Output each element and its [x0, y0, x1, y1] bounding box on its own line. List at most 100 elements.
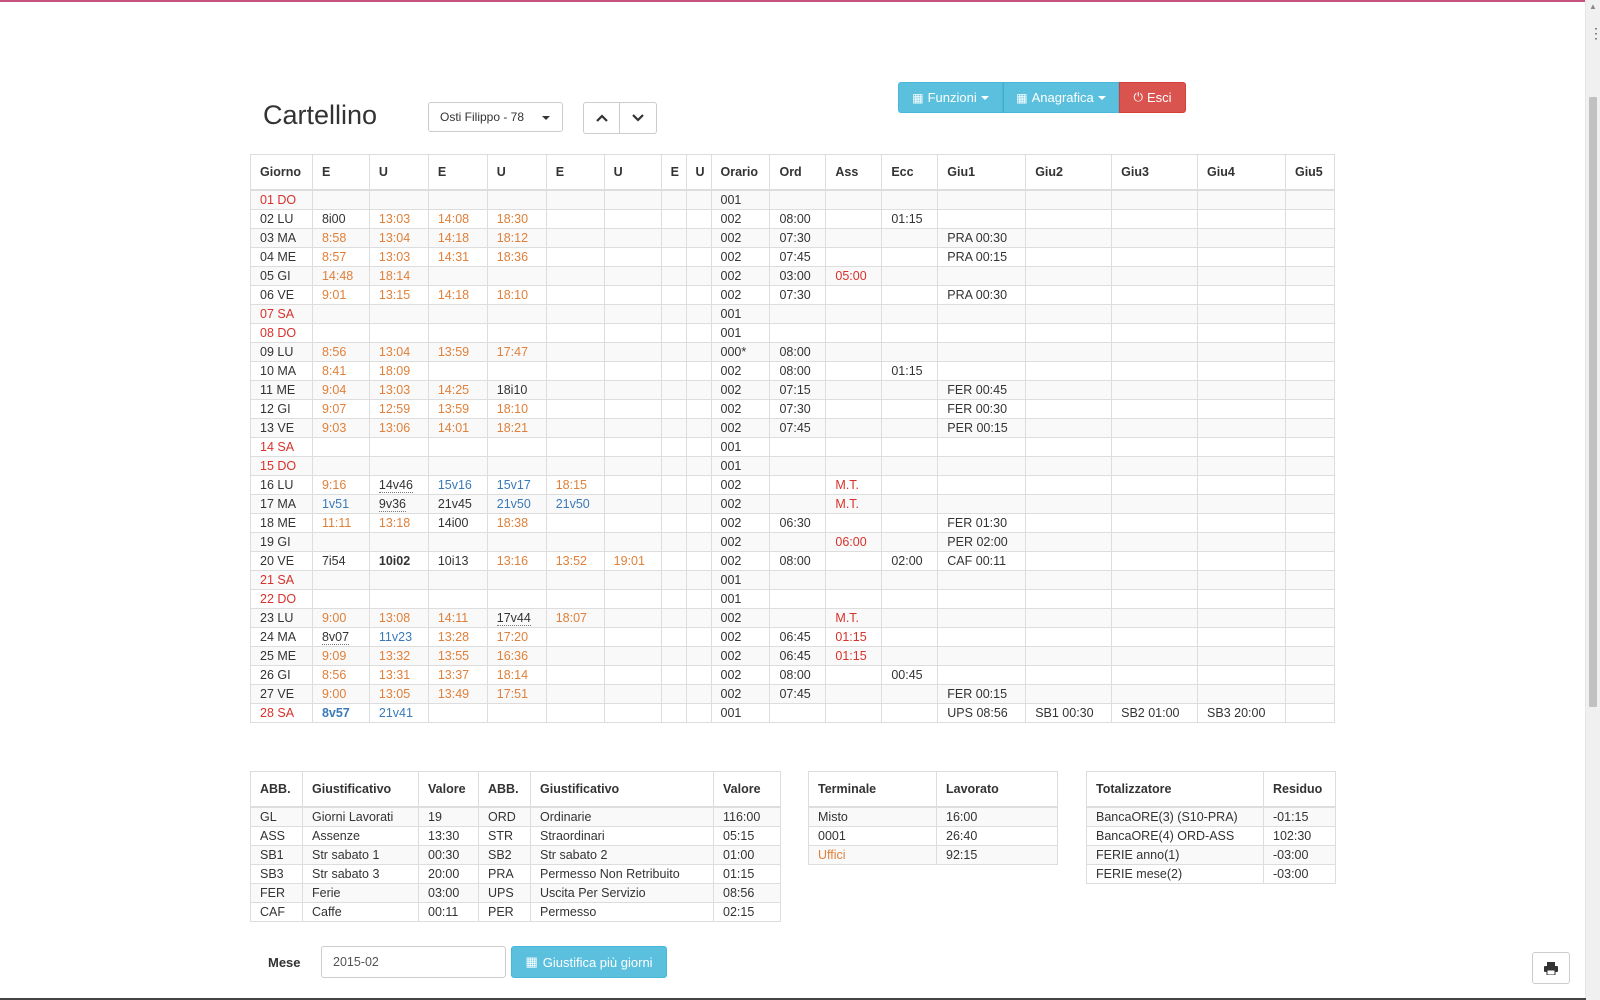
column-header: Giorno	[250, 154, 313, 191]
cell-text: 13:59	[437, 402, 470, 416]
table-cell: 01:15	[881, 361, 939, 381]
cell-text: 11v23	[378, 630, 413, 644]
cell-text: 03:00	[428, 886, 460, 900]
table-cell: 01:15	[881, 209, 939, 229]
cell-text: 13 VE	[260, 421, 295, 435]
table-cell	[368, 437, 429, 457]
table-cell	[545, 380, 605, 400]
table-cell	[881, 437, 939, 457]
column-header: E	[311, 154, 370, 191]
cell-text: 13:49	[437, 687, 470, 701]
table-cell: 9:00	[311, 608, 370, 628]
print-button[interactable]	[1532, 952, 1570, 984]
table-cell: 13:59	[427, 399, 488, 419]
table-cell: 23 LU	[250, 608, 313, 628]
terminal-header-row: Terminale Lavorato	[808, 771, 1058, 808]
cell-text: 01:00	[723, 848, 755, 862]
cell-text: 0001	[818, 829, 846, 843]
cell-text: 10i13	[437, 554, 469, 568]
employee-select[interactable]: Osti Filippo - 78	[428, 102, 563, 132]
funzioni-button[interactable]: ▦ Funzioni	[898, 82, 1003, 113]
cell-text: 9:00	[321, 611, 347, 625]
table-cell: 14:08	[427, 209, 488, 229]
table-cell: 11:11	[311, 513, 370, 533]
table-cell	[1111, 209, 1199, 229]
table-cell	[769, 494, 827, 514]
table-cell	[1197, 361, 1286, 381]
table-cell	[685, 608, 712, 628]
table-cell	[1197, 380, 1286, 400]
cell-text: 8:56	[321, 668, 347, 682]
cell-text: PRA	[488, 867, 514, 881]
timecard-row: 25 ME 9:09 13:32 13:55 16:36 002 06:45 01:15	[250, 646, 1336, 666]
prev-employee-button[interactable]	[583, 102, 620, 134]
table-cell	[769, 589, 827, 609]
cell-text: FERIE mese(2)	[1096, 867, 1183, 881]
table-cell	[881, 608, 939, 628]
cell-text: 07:45	[779, 421, 811, 435]
table-cell	[1284, 323, 1336, 343]
table-cell: 13:06	[368, 418, 429, 438]
table-cell: SB3	[250, 864, 303, 884]
justify-multiple-days-button[interactable]: ▦ Giustifica più giorni	[511, 946, 667, 978]
kebab-menu-icon[interactable]: ⋮	[1589, 25, 1600, 41]
table-cell	[685, 380, 712, 400]
cell-text: 18:10	[496, 288, 529, 302]
cell-text: 05 GI	[260, 269, 291, 283]
cell-text: 07:30	[779, 402, 811, 416]
table-cell: 9:09	[311, 646, 370, 666]
table-cell: 10 MA	[250, 361, 313, 381]
next-employee-button[interactable]	[620, 102, 657, 134]
anagrafica-button[interactable]: ▦ Anagrafica	[1003, 82, 1119, 113]
cell-text: 9:03	[321, 421, 347, 435]
table-cell	[685, 475, 712, 495]
cell-text: 9:07	[321, 402, 347, 416]
cell-text: 001	[720, 440, 742, 454]
cell-text: 00:30	[428, 848, 460, 862]
table-cell: Caffe	[302, 902, 419, 922]
table-cell	[1025, 551, 1113, 571]
table-cell	[603, 189, 662, 210]
table-cell: 14:31	[427, 247, 488, 267]
table-cell: 14v46	[368, 475, 429, 495]
table-cell	[685, 285, 712, 305]
scroll-up-icon[interactable]: ▲	[1589, 2, 1597, 11]
cell-text: 14v46	[378, 478, 413, 493]
table-cell	[1111, 361, 1199, 381]
table-cell	[1111, 646, 1199, 666]
table-cell	[685, 418, 712, 438]
timecard-row: 20 VE 7i54 10i02 10i13 13:16 13:52 19:01 002 08:…	[250, 551, 1336, 571]
cell-text: 04 ME	[260, 250, 297, 264]
table-cell: 001	[710, 189, 771, 210]
table-cell	[1197, 285, 1286, 305]
table-cell	[1025, 266, 1113, 286]
timecard-row: 07 SA 001	[250, 304, 1336, 324]
table-cell	[825, 456, 883, 476]
table-cell	[1025, 361, 1113, 381]
esci-button[interactable]: ⏻ Esci	[1119, 82, 1186, 113]
cell-text: Giorni Lavorati	[312, 810, 394, 824]
cell-text: 27 VE	[260, 687, 295, 701]
scrollbar-thumb[interactable]	[1589, 97, 1597, 707]
table-cell	[769, 703, 827, 723]
table-cell: Str sabato 1	[302, 845, 419, 865]
table-cell	[1025, 189, 1113, 210]
table-cell: 002	[710, 494, 771, 514]
scrollbar[interactable]: ▲	[1585, 0, 1600, 1000]
column-header: U	[368, 154, 429, 191]
cell-text: Assenze	[312, 829, 360, 843]
table-cell	[660, 532, 687, 552]
cell-text: 09 LU	[260, 345, 294, 359]
table-cell	[1025, 380, 1113, 400]
cell-text: 15 DO	[260, 459, 297, 473]
table-cell	[825, 399, 883, 419]
cell-text: Ordinarie	[540, 810, 592, 824]
table-cell	[1111, 285, 1199, 305]
top-button-group: ▦ Funzioni ▦ Anagrafica ⏻ Esci	[898, 82, 1186, 113]
month-input[interactable]: 2015-02	[321, 946, 506, 978]
table-cell: UPS	[478, 883, 531, 903]
cell-text: 9:01	[321, 288, 347, 302]
table-cell	[545, 437, 605, 457]
cell-text: 7i54	[321, 554, 346, 568]
table-cell: 03:00	[418, 883, 479, 903]
